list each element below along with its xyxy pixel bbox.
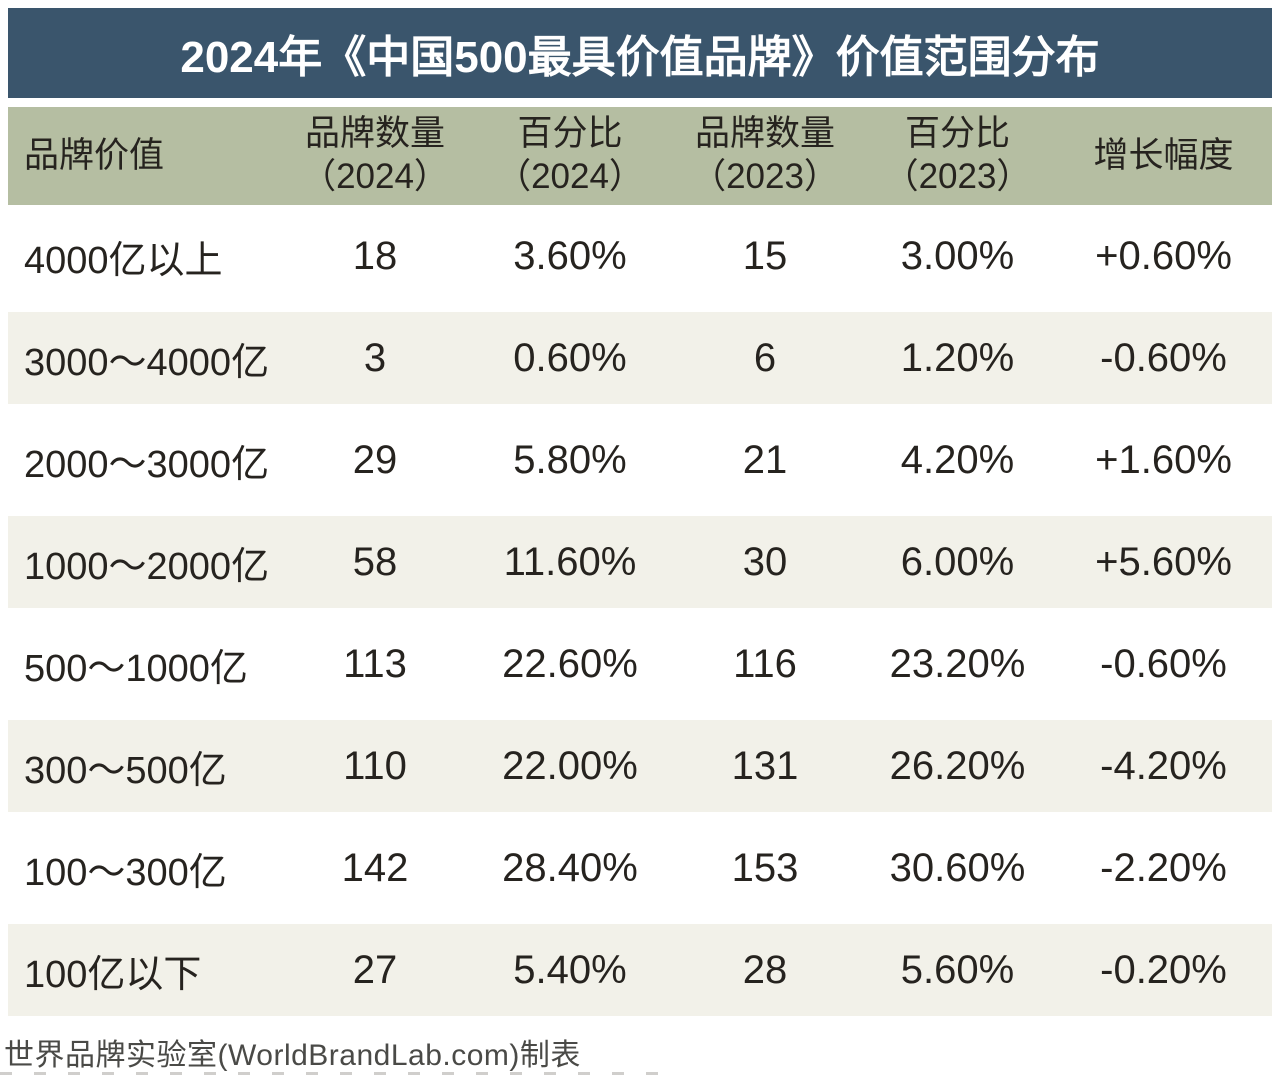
cell-count-2023: 131 (731, 743, 799, 788)
cell-percent-2023: 6.00% (900, 539, 1015, 584)
cell-count-2023: 15 (742, 233, 788, 278)
table-row: 300～500亿 110 22.00% 131 26.20% -4.20% (8, 715, 1272, 817)
cell-count-2023: 21 (742, 437, 788, 482)
table-row: 100亿以下 27 5.40% 28 5.60% -0.20% (8, 919, 1272, 1021)
table-title-bar: 2024年《中国500最具价值品牌》价值范围分布 (8, 8, 1272, 98)
cell-count-2023: 6 (753, 335, 777, 380)
cell-growth: -0.60% (1100, 335, 1227, 380)
cell-count-2023: 30 (742, 539, 788, 584)
cell-count-2024: 58 (352, 539, 398, 584)
row-label: 100亿以下 (24, 953, 202, 996)
cell-percent-2024: 5.40% (513, 947, 627, 992)
cell-count-2024: 29 (352, 437, 398, 482)
cell-percent-2023: 5.60% (900, 947, 1015, 992)
cell-percent-2024: 0.60% (513, 335, 627, 380)
column-header-count-2024: 品牌数量 （2024） (301, 114, 449, 196)
column-header-brand-value: 品牌价值 (24, 135, 165, 175)
row-label: 2000～3000亿 (24, 443, 270, 486)
row-label: 3000～4000亿 (24, 341, 270, 384)
cell-percent-2023: 26.20% (889, 743, 1026, 788)
row-label: 4000亿以上 (24, 239, 223, 282)
table-title: 2024年《中国500最具价值品牌》价值范围分布 (180, 33, 1100, 82)
column-header-count-2023: 品牌数量 （2023） (691, 114, 839, 196)
cell-percent-2024: 5.80% (513, 437, 627, 482)
table-row: 3000～4000亿 3 0.60% 6 1.20% -0.60% (8, 307, 1272, 409)
cell-count-2024: 27 (352, 947, 398, 992)
cell-percent-2023: 30.60% (889, 845, 1026, 890)
cell-growth: +1.60% (1095, 437, 1232, 482)
cell-growth: +5.60% (1095, 539, 1232, 584)
table-row: 4000亿以上 18 3.60% 15 3.00% +0.60% (8, 205, 1272, 307)
cell-percent-2024: 22.60% (502, 641, 638, 686)
cell-count-2024: 18 (352, 233, 398, 278)
cell-count-2023: 116 (733, 641, 797, 686)
cell-percent-2024: 11.60% (503, 539, 637, 584)
cell-growth: -2.20% (1100, 845, 1227, 890)
cell-growth: +0.60% (1095, 233, 1232, 278)
column-header-percent-2024: 百分比 （2024） (496, 114, 644, 196)
cell-growth: -0.60% (1100, 641, 1227, 686)
source-credit: 世界品牌实验室(WorldBrandLab.com)制表 (4, 1039, 581, 1072)
cell-growth: -0.20% (1100, 947, 1227, 992)
brand-value-table: 2024年《中国500最具价值品牌》价值范围分布 品牌价值 品牌数量 （2024… (8, 8, 1272, 1021)
row-label: 100～300亿 (24, 851, 227, 894)
table-row: 100～300亿 142 28.40% 153 30.60% -2.20% (8, 817, 1272, 919)
cell-growth: -4.20% (1100, 743, 1227, 788)
cell-percent-2023: 1.20% (900, 335, 1015, 380)
cell-count-2024: 110 (343, 743, 407, 788)
row-label: 1000～2000亿 (24, 545, 270, 588)
cell-count-2024: 3 (363, 335, 387, 380)
table-row: 2000～3000亿 29 5.80% 21 4.20% +1.60% (8, 409, 1272, 511)
cell-count-2024: 142 (341, 845, 409, 890)
column-header-growth: 增长幅度 (1093, 135, 1234, 175)
table-row: 500～1000亿 113 22.60% 116 23.20% -0.60% (8, 613, 1272, 715)
cell-count-2024: 113 (343, 641, 407, 686)
cell-percent-2023: 3.00% (900, 233, 1015, 278)
table-header-row: 品牌价值 品牌数量 （2024） 百分比 （2024） 品牌数量 （2023） … (8, 107, 1272, 205)
cell-count-2023: 153 (731, 845, 799, 890)
row-label: 500～1000亿 (24, 647, 248, 690)
cell-percent-2023: 4.20% (900, 437, 1015, 482)
row-label: 300～500亿 (24, 749, 227, 792)
column-header-percent-2023: 百分比 （2023） (883, 114, 1032, 196)
cell-percent-2024: 28.40% (502, 845, 638, 890)
cell-count-2023: 28 (742, 947, 788, 992)
cell-percent-2024: 22.00% (502, 743, 638, 788)
cropped-text-artifact (0, 1072, 660, 1075)
cell-percent-2024: 3.60% (513, 233, 627, 278)
cell-percent-2023: 23.20% (889, 641, 1026, 686)
table-row: 1000～2000亿 58 11.60% 30 6.00% +5.60% (8, 511, 1272, 613)
